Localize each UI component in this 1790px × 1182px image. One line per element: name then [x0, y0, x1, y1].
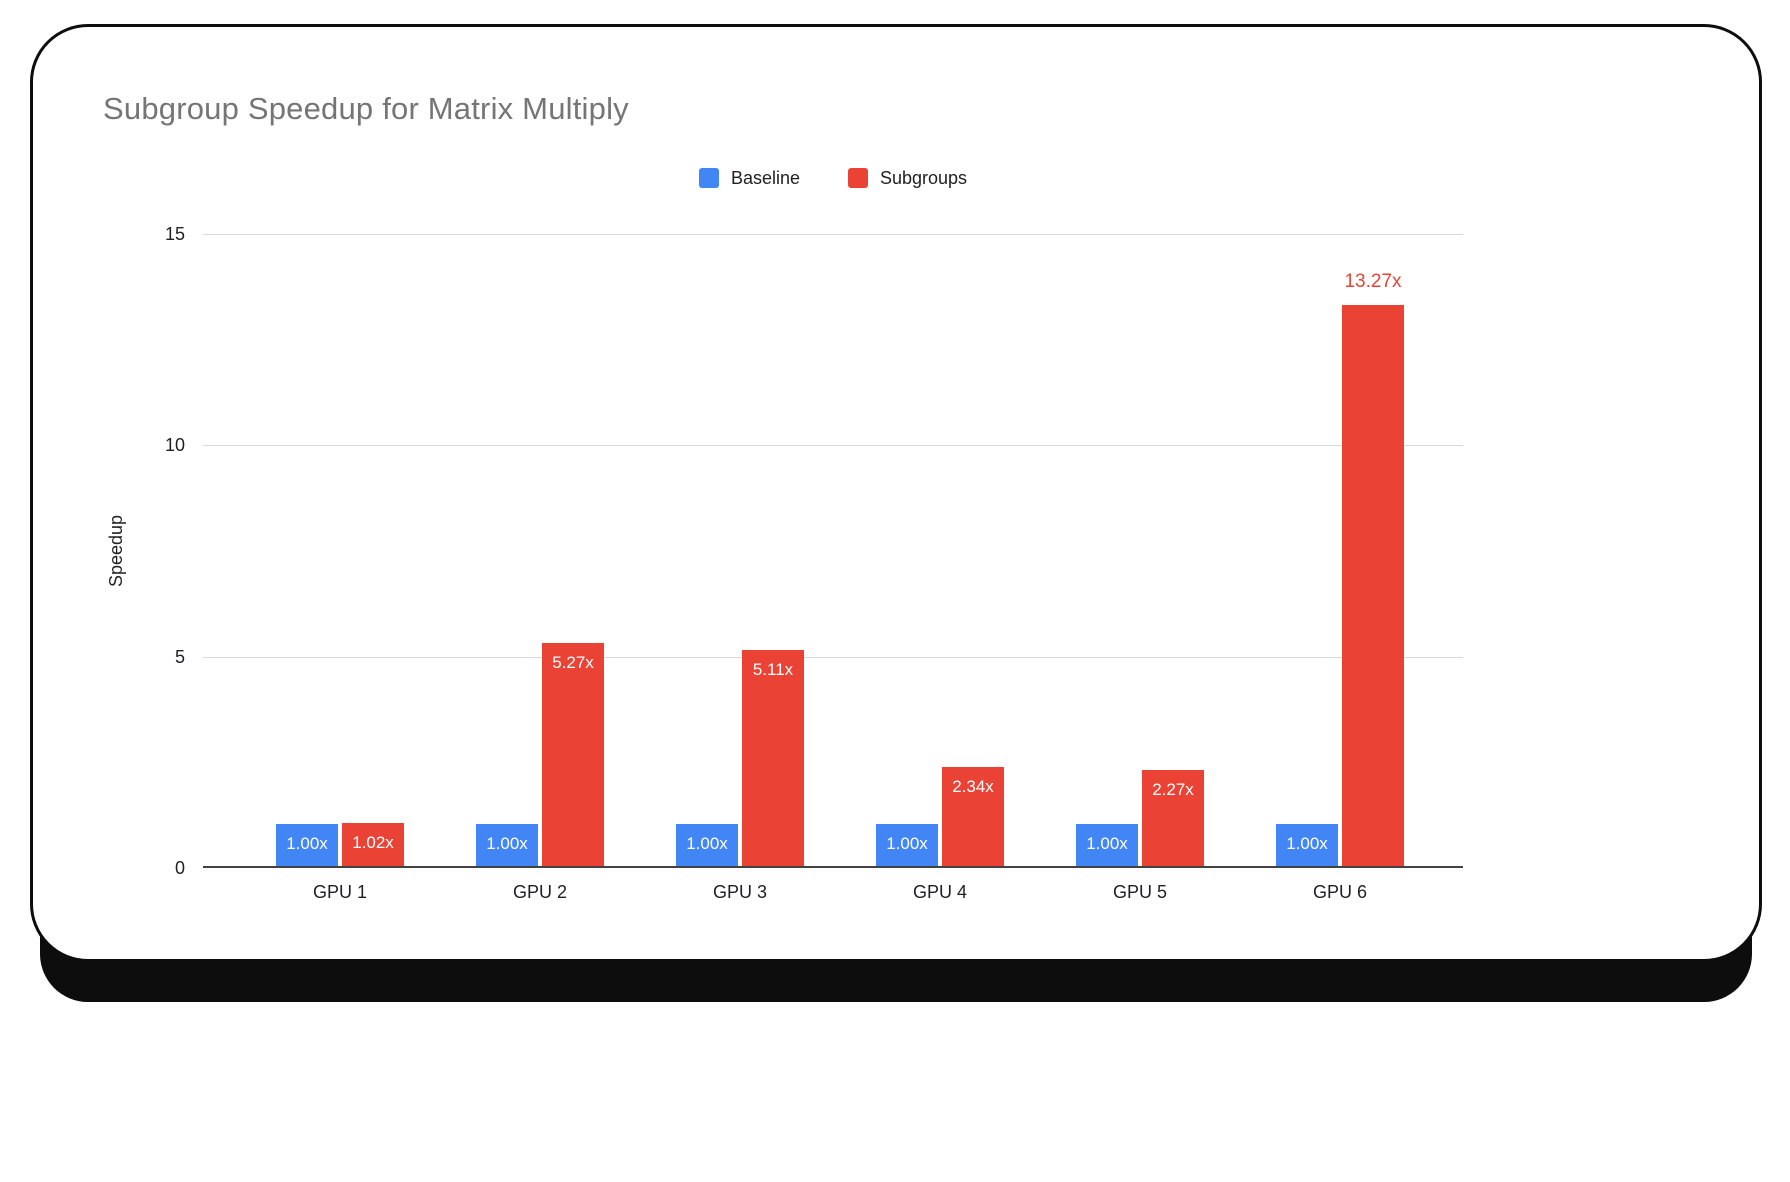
chart-legend: Baseline Subgroups: [203, 165, 1463, 191]
bar-value-label-baseline-gpu-3: 1.00x: [686, 833, 728, 853]
category-label-gpu-6: GPU 6: [1312, 882, 1368, 902]
bar-value-label-subgroups-gpu-1: 1.02x: [352, 832, 394, 852]
bar-subgroups-gpu-2: [542, 643, 604, 866]
gridline-y-15: [203, 234, 1463, 235]
legend-item-subgroups: Subgroups: [847, 167, 968, 189]
chart-title: Subgroup Speedup for Matrix Multiply: [103, 91, 629, 126]
category-label-gpu-5: GPU 5: [1112, 882, 1168, 902]
bar-baseline-gpu-3: [676, 823, 738, 866]
category-label-gpu-1: GPU 1: [312, 882, 368, 902]
bar-baseline-gpu-4: [876, 823, 938, 866]
bar-baseline-gpu-2: [476, 823, 538, 866]
bar-value-label-baseline-gpu-2: 1.00x: [486, 833, 528, 853]
category-label-gpu-2: GPU 2: [512, 882, 568, 902]
bar-value-label-baseline-gpu-6: 1.00x: [1286, 833, 1328, 853]
legend-label-subgroups: Subgroups: [879, 167, 968, 188]
bar-value-label-baseline-gpu-1: 1.00x: [286, 833, 328, 853]
category-label-gpu-3: GPU 3: [712, 882, 768, 902]
y-tick-label-5: 5: [174, 646, 185, 667]
y-tick-label-10: 10: [164, 435, 185, 456]
legend-swatch-baseline: [698, 168, 719, 188]
legend-item-baseline: Baseline: [698, 167, 800, 189]
bar-value-label-subgroups-gpu-2: 5.27x: [552, 653, 594, 673]
category-label-gpu-4: GPU 4: [912, 882, 968, 902]
bar-value-label-subgroups-gpu-6: 13.27x: [1344, 271, 1402, 293]
bar-baseline-gpu-5: [1076, 823, 1138, 866]
bar-value-label-baseline-gpu-4: 1.00x: [886, 833, 928, 853]
bar-value-label-subgroups-gpu-3: 5.11x: [752, 660, 794, 680]
bar-subgroups-gpu-3: [742, 650, 804, 866]
bar-value-label-subgroups-gpu-5: 2.27x: [1152, 780, 1194, 800]
bar-baseline-gpu-6: [1276, 823, 1338, 866]
gridline-y-5: [203, 656, 1463, 658]
bar-subgroups-gpu-6: [1342, 305, 1404, 866]
y-axis-ticks: 0 5 10 15: [33, 224, 185, 878]
legend-swatch-subgroups: [847, 168, 868, 188]
bar-subgroups-gpu-1: [342, 822, 404, 866]
bar-baseline-gpu-1: [276, 823, 338, 866]
legend-label-baseline: Baseline: [730, 167, 800, 188]
plot-area: 1.00x 1.02x 1.00x 5.27x 1.00x 5.11x 1.00x 2.34x…: [203, 234, 1463, 868]
bar-subgroups-gpu-5: [1142, 770, 1204, 866]
x-axis-line: [203, 866, 1463, 868]
bar-value-label-subgroups-gpu-4: 2.34x: [952, 777, 994, 797]
gridline-y-10: [203, 445, 1463, 447]
y-tick-label-15: 15: [164, 224, 185, 244]
chart-card: Subgroup Speedup for Matrix Multiply Bas…: [30, 24, 1762, 962]
bar-value-label-baseline-gpu-5: 1.00x: [1086, 833, 1128, 853]
bar-subgroups-gpu-4: [942, 767, 1004, 866]
y-tick-label-0: 0: [174, 858, 185, 878]
x-axis-labels: GPU 1 GPU 2 GPU 3 GPU 4 GPU 5 GPU 6: [203, 882, 1463, 910]
